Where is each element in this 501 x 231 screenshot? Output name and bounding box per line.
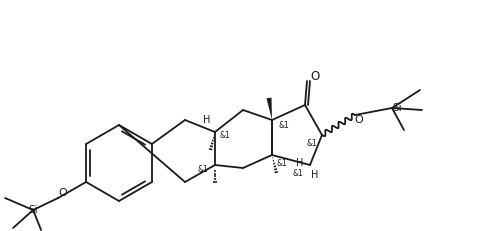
Text: &1: &1	[219, 131, 230, 140]
Polygon shape	[267, 98, 272, 120]
Text: O: O	[59, 188, 68, 198]
Text: &1: &1	[307, 139, 317, 148]
Text: O: O	[311, 70, 320, 83]
Text: &1: &1	[293, 168, 304, 177]
Text: H: H	[203, 115, 211, 125]
Text: O: O	[355, 115, 363, 125]
Text: Si: Si	[28, 205, 38, 215]
Text: &1: &1	[277, 158, 288, 167]
Text: &1: &1	[279, 121, 290, 130]
Text: H: H	[296, 158, 304, 168]
Text: Si: Si	[392, 103, 402, 113]
Text: &1: &1	[197, 165, 208, 174]
Text: H: H	[311, 170, 319, 180]
